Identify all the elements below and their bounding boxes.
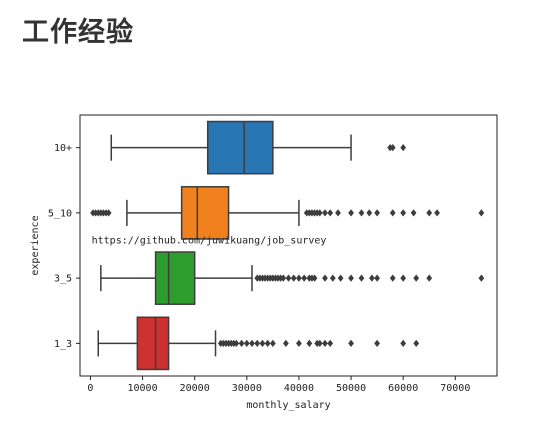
outlier-point bbox=[264, 339, 271, 347]
outlier-point bbox=[296, 274, 302, 282]
box-iqr bbox=[206, 120, 274, 175]
x-axis-label: monthly_salary bbox=[246, 400, 330, 411]
box-iqr bbox=[136, 316, 170, 371]
outlier-point bbox=[327, 339, 334, 347]
outlier-point bbox=[366, 209, 373, 217]
outlier-point bbox=[426, 209, 433, 217]
outlier-point bbox=[348, 274, 354, 282]
box-iqr bbox=[180, 186, 230, 240]
outlier-point bbox=[249, 339, 255, 347]
outlier-point bbox=[374, 209, 380, 217]
x-tick-label: 0 bbox=[87, 383, 93, 394]
outlier-point bbox=[259, 339, 266, 347]
outlier-point bbox=[322, 274, 328, 282]
x-axis-ticks: 0 10000 20000 30000 40000 50000 60000 70000 bbox=[87, 376, 470, 394]
box-10+ bbox=[110, 120, 407, 175]
box-5_10 bbox=[90, 186, 485, 240]
outlier-point bbox=[337, 274, 344, 282]
x-tick-label: 10000 bbox=[127, 383, 157, 394]
outlier-point bbox=[358, 209, 365, 217]
outlier-point bbox=[348, 209, 354, 217]
outlier-point bbox=[348, 339, 354, 347]
box-iqr bbox=[154, 251, 196, 305]
outlier-point bbox=[301, 274, 308, 282]
outlier-point bbox=[335, 209, 341, 217]
outlier-point bbox=[413, 339, 420, 347]
outlier-point bbox=[105, 209, 112, 217]
x-tick-label: 30000 bbox=[232, 383, 262, 394]
x-tick-label: 20000 bbox=[180, 383, 210, 394]
y-tick-label: 1_3 bbox=[54, 339, 72, 350]
outlier-point bbox=[243, 339, 250, 347]
x-tick-label: 70000 bbox=[440, 383, 470, 394]
outlier-point bbox=[374, 274, 380, 282]
watermark-text: https://github.com/juwikuang/job_survey bbox=[92, 236, 327, 247]
outlier-point bbox=[316, 339, 323, 347]
outlier-point bbox=[413, 274, 420, 282]
outlier-point bbox=[358, 274, 365, 282]
outlier-point bbox=[426, 274, 433, 282]
y-axis-ticks: 10+ 5_10 3_5 1_3 bbox=[48, 143, 80, 350]
outlier-point bbox=[400, 209, 407, 217]
outlier-point bbox=[327, 209, 334, 217]
outlier-point bbox=[400, 274, 407, 282]
outlier-point bbox=[280, 274, 287, 282]
x-tick-label: 50000 bbox=[336, 383, 366, 394]
outlier-point bbox=[238, 339, 245, 347]
outlier-point bbox=[329, 274, 336, 282]
outlier-point bbox=[322, 209, 328, 217]
outlier-point bbox=[374, 339, 380, 347]
outlier-point bbox=[290, 274, 297, 282]
outlier-point bbox=[369, 274, 375, 282]
outlier-point bbox=[269, 339, 276, 347]
box-group bbox=[90, 120, 485, 371]
y-tick-label: 10+ bbox=[54, 143, 72, 154]
box-1_3 bbox=[97, 316, 420, 371]
outlier-point bbox=[306, 339, 313, 347]
plot-frame bbox=[79, 114, 498, 377]
y-axis-label: experience bbox=[30, 215, 41, 275]
outlier-point bbox=[389, 144, 396, 152]
outlier-point bbox=[400, 339, 407, 347]
outlier-point bbox=[283, 339, 289, 347]
outlier-point bbox=[285, 274, 292, 282]
outlier-point bbox=[322, 339, 328, 347]
y-tick-label: 5_10 bbox=[48, 208, 72, 219]
outlier-point bbox=[389, 209, 396, 217]
outlier-point bbox=[400, 144, 407, 152]
y-tick-label: 3_5 bbox=[54, 274, 72, 285]
x-tick-label: 40000 bbox=[284, 383, 314, 394]
outlier-point bbox=[254, 339, 261, 347]
plot-border bbox=[79, 114, 498, 377]
outlier-point bbox=[296, 339, 302, 347]
outlier-point bbox=[478, 274, 485, 282]
outlier-point bbox=[434, 209, 440, 217]
outlier-point bbox=[389, 274, 396, 282]
outlier-point bbox=[233, 339, 240, 347]
outlier-point bbox=[311, 274, 318, 282]
x-tick-label: 60000 bbox=[388, 383, 418, 394]
outlier-point bbox=[316, 209, 323, 217]
outlier-point bbox=[478, 209, 485, 217]
outlier-point bbox=[410, 209, 417, 217]
box-3_5 bbox=[100, 251, 485, 305]
section-heading: 工作经验 bbox=[22, 17, 134, 48]
